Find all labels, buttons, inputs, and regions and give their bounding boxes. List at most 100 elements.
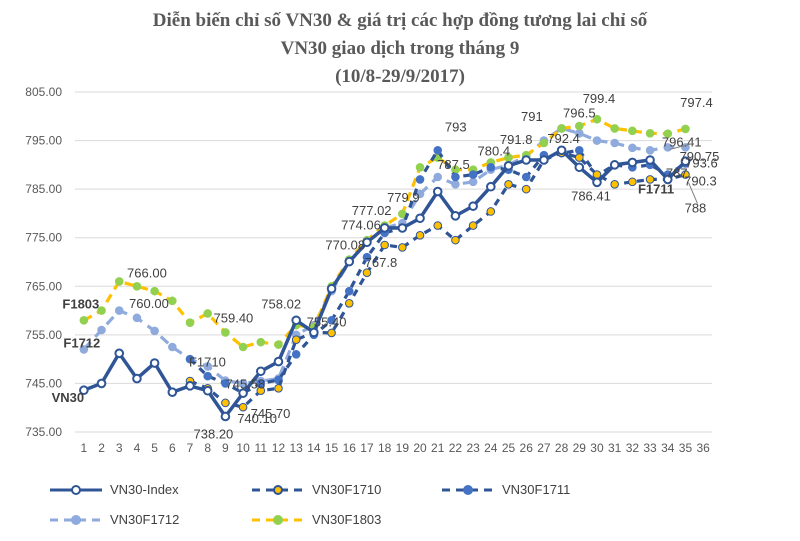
- data-point: [645, 128, 655, 138]
- data-point: [680, 156, 691, 167]
- x-tick-label: 32: [626, 441, 640, 455]
- label-leader-line: [687, 182, 698, 204]
- data-point: [238, 379, 248, 388]
- data-point: [291, 335, 301, 345]
- data-point: [238, 402, 248, 412]
- data-point: [238, 342, 248, 352]
- data-point: [97, 306, 106, 315]
- legend-label: VN30F1803: [312, 512, 382, 527]
- data-point: [451, 179, 460, 189]
- data-point: [326, 283, 337, 294]
- data-point: [273, 356, 284, 367]
- series-tag-label: F1712: [63, 335, 100, 350]
- data-point: [168, 342, 177, 352]
- legend-swatch: [50, 514, 102, 525]
- data-label: 760.00: [129, 296, 169, 311]
- legend-swatch: [442, 484, 494, 495]
- data-point: [203, 371, 213, 381]
- x-tick-label: 29: [573, 441, 587, 455]
- data-point: [433, 172, 443, 182]
- data-point: [132, 281, 142, 291]
- data-point: [609, 160, 620, 170]
- data-point: [592, 170, 602, 179]
- data-point: [185, 354, 195, 364]
- x-tick-label: 25: [502, 441, 516, 455]
- legend-swatch: [252, 514, 304, 525]
- data-point: [432, 186, 443, 197]
- data-label: 787: [666, 165, 688, 180]
- x-tick-label: 21: [431, 441, 445, 455]
- series-line-vn30f1712: [82, 126, 686, 385]
- data-point: [468, 170, 478, 179]
- legend-label: VN30F1711: [502, 482, 571, 497]
- data-point: [150, 326, 159, 336]
- data-point: [397, 223, 408, 233]
- x-tick-label: 14: [307, 441, 321, 455]
- data-label: 796.5: [563, 105, 596, 120]
- data-point: [486, 207, 496, 216]
- x-tick-label: 13: [290, 441, 304, 455]
- data-label: 787.5: [437, 157, 470, 172]
- data-label: 790.3: [684, 173, 717, 188]
- data-point: [433, 145, 443, 155]
- data-point: [362, 268, 372, 277]
- data-point: [628, 126, 637, 136]
- x-tick-label: 34: [661, 441, 675, 455]
- data-point: [203, 309, 213, 318]
- data-point: [521, 184, 531, 194]
- data-point: [79, 385, 89, 396]
- y-tick-label: 795.00: [25, 134, 62, 148]
- x-tick-label: 6: [169, 441, 176, 455]
- data-point: [592, 177, 602, 188]
- x-tick-label: 35: [679, 441, 693, 455]
- x-tick-label: 27: [537, 441, 551, 455]
- data-point: [468, 177, 478, 187]
- data-point: [221, 379, 230, 388]
- data-point: [539, 155, 549, 165]
- legend-item: VN30F1803: [250, 512, 381, 527]
- data-point: [220, 411, 231, 422]
- data-point: [362, 237, 372, 248]
- data-point: [274, 383, 283, 393]
- x-tick-label: 2: [98, 441, 105, 455]
- data-point: [398, 243, 407, 252]
- series-tag-label: F1710: [189, 355, 226, 370]
- data-label: 791.8: [500, 132, 533, 147]
- data-point: [521, 172, 531, 182]
- data-point: [610, 179, 619, 189]
- data-label: 745.58: [226, 377, 266, 392]
- data-label: 745.70: [251, 406, 291, 421]
- y-tick-label: 745.00: [25, 376, 62, 390]
- data-label: 780.4: [478, 143, 511, 158]
- data-point: [433, 221, 443, 230]
- label-leader-line: [669, 142, 694, 150]
- data-point: [114, 277, 124, 286]
- data-point: [291, 315, 301, 326]
- data-point: [149, 358, 160, 368]
- data-point: [415, 162, 425, 172]
- data-label: 740.10: [237, 411, 277, 426]
- legend-swatch: [50, 484, 102, 495]
- data-label: 796.41: [662, 134, 702, 149]
- data-label: 767.8: [365, 255, 398, 270]
- data-point: [132, 313, 142, 323]
- x-tick-label: 16: [343, 441, 357, 455]
- data-point: [504, 179, 513, 189]
- x-tick-label: 7: [187, 441, 194, 455]
- data-point: [327, 328, 336, 338]
- x-tick-label: 26: [520, 441, 534, 455]
- data-point: [628, 143, 637, 153]
- data-point: [114, 348, 125, 359]
- series-tag-label: F1803: [62, 296, 99, 311]
- data-label: 738.20: [194, 426, 234, 441]
- x-tick-label: 4: [134, 441, 141, 455]
- data-point: [203, 362, 213, 371]
- data-point: [451, 172, 460, 182]
- chart-legend: VN30-Index VN30F1710 VN30F1711 VN30F1712 VN3…: [40, 478, 780, 538]
- data-point: [344, 256, 355, 267]
- y-tick-label: 765.00: [25, 279, 62, 293]
- legend-label: VN30F1712: [110, 512, 180, 527]
- data-label: 790.75: [680, 149, 720, 164]
- x-tick-label: 28: [555, 441, 569, 455]
